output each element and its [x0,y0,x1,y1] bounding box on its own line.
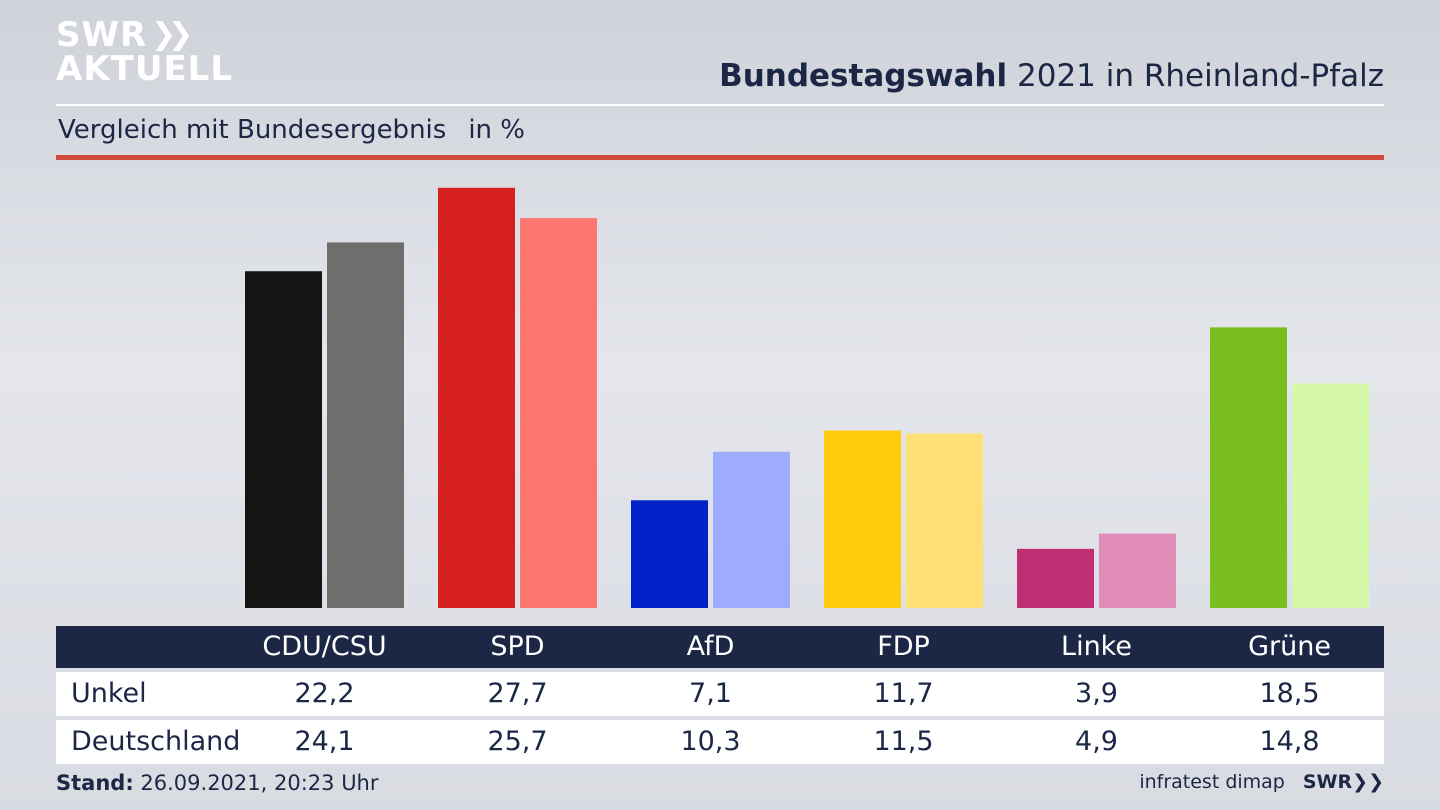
value-cell: 27,7 [487,678,548,709]
value-cell: 4,9 [1075,726,1118,757]
value-cell: 25,7 [487,726,548,757]
swr-aktuell-logo: SWR ❯❯ AKTUELL [56,15,234,89]
table-row-local: Unkel 22,2 27,7 7,1 11,7 3,9 18,5 [56,672,1384,716]
row-label-national: Deutschland [71,726,241,757]
bar-local-1 [438,187,515,608]
bar-national-0 [327,242,404,608]
row-label-local: Unkel [71,678,147,709]
bar-national-2 [713,451,790,608]
subtitle-text: Vergleich mit Bundesergebnis [58,115,447,145]
chevrons-small-icon: ❯❯ [1352,771,1384,793]
results-table: CDU/CSU SPD AfD FDP Linke Grüne Unkel 22,2 27,… [56,626,1384,764]
party-label: AfD [686,631,735,662]
title-bold: Bundestagswahl [719,58,1008,94]
source-credit: infratest dimap SWR❯❯ [1139,771,1384,793]
party-label: SPD [490,631,545,662]
bar-local-2 [631,500,708,608]
page-title: Bundestagswahl 2021 in Rheinland-Pfalz [719,58,1384,94]
value-cell: 11,7 [873,678,934,709]
value-cell: 10,3 [680,726,741,757]
bar-local-4 [1017,548,1094,608]
value-cell: 22,2 [294,678,355,709]
bar-local-0 [245,271,322,608]
bar-national-3 [906,433,983,608]
party-label: Grüne [1248,631,1331,662]
value-cell: 14,8 [1259,726,1320,757]
accent-divider [56,155,1384,160]
timestamp: Stand: 26.09.2021, 20:23 Uhr [56,771,379,795]
party-label: FDP [877,631,930,662]
value-cell: 24,1 [294,726,355,757]
value-cell: 11,5 [873,726,934,757]
swr-brand-text: SWR [1302,771,1353,793]
stand-value: 26.09.2021, 20:23 Uhr [140,771,379,795]
logo-line-1: SWR [56,15,148,55]
table-row-national: Deutschland 24,1 25,7 10,3 11,5 4,9 14,8 [56,720,1384,764]
stand-label: Stand: [56,771,134,795]
party-header-row: CDU/CSU SPD AfD FDP Linke Grüne [56,626,1384,668]
bar-national-1 [520,218,597,609]
bar-chart [245,187,1369,609]
source-label: infratest dimap [1139,771,1285,793]
header-divider [56,104,1384,106]
value-cell: 18,5 [1259,678,1320,709]
value-cell: 3,9 [1075,678,1118,709]
party-label: Linke [1061,631,1132,662]
logo-line-2: AKTUELL [56,49,234,89]
value-cell: 7,1 [689,678,732,709]
bar-national-4 [1099,533,1176,608]
bar-local-5 [1210,327,1287,608]
bar-national-5 [1292,383,1369,608]
title-rest: 2021 in Rheinland-Pfalz [1017,58,1384,94]
unit-label: in % [468,115,525,145]
chart-subtitle: Vergleich mit Bundesergebnis in % [58,115,525,145]
party-label: CDU/CSU [262,631,387,662]
swr-brand: SWR❯❯ [1303,771,1384,793]
bar-local-3 [824,430,901,608]
